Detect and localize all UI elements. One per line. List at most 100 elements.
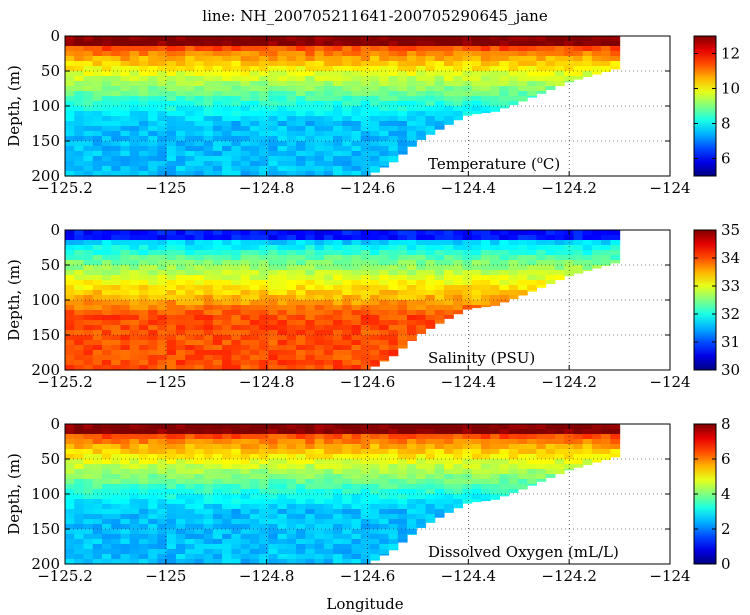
heatmap-cell	[148, 429, 159, 435]
heatmap-cell	[92, 544, 103, 550]
heatmap-cell	[194, 365, 205, 371]
heatmap-cell	[462, 459, 473, 465]
heatmap-cell	[333, 136, 343, 142]
heatmap-cell	[370, 265, 380, 271]
heatmap-cell	[286, 494, 297, 500]
heatmap-cell	[277, 71, 288, 77]
heatmap-cell	[379, 51, 390, 57]
heatmap-cell	[277, 340, 288, 346]
heatmap-cell	[185, 489, 195, 495]
heatmap-cell	[453, 230, 464, 236]
heatmap-cell	[591, 439, 602, 445]
heatmap-cell	[545, 240, 556, 246]
heatmap-cell	[286, 345, 297, 351]
heatmap-cell	[138, 479, 149, 485]
heatmap-cell	[148, 245, 159, 251]
heatmap-cell	[323, 240, 334, 246]
heatmap-cell	[259, 295, 269, 301]
heatmap-cell	[194, 101, 205, 107]
heatmap-cell	[296, 76, 306, 82]
heatmap-cell	[231, 106, 242, 112]
heatmap-cell	[83, 260, 94, 266]
heatmap-cell	[111, 355, 122, 361]
heatmap-cell	[379, 275, 390, 281]
heatmap-cell	[185, 91, 195, 97]
heatmap-cell	[286, 330, 297, 336]
heatmap-cell	[185, 504, 195, 510]
heatmap-cell	[453, 76, 464, 82]
x-tick-label: −124.2	[541, 373, 597, 391]
heatmap-cell	[286, 350, 297, 356]
heatmap-cell	[397, 86, 408, 92]
heatmap-cell	[157, 51, 168, 57]
heatmap-cell	[471, 444, 482, 450]
heatmap-cell	[259, 300, 269, 306]
heatmap-cell	[573, 76, 584, 80]
heatmap-cell	[360, 146, 371, 152]
heatmap-cell	[240, 76, 251, 82]
heatmap-cell	[286, 61, 297, 67]
heatmap-cell	[434, 61, 445, 67]
heatmap-cell	[490, 479, 501, 485]
heatmap-cell	[323, 365, 334, 371]
heatmap-cell	[314, 494, 325, 500]
heatmap-cell	[129, 91, 140, 97]
heatmap-cell	[351, 116, 362, 122]
heatmap-cell	[138, 514, 149, 520]
heatmap-cell	[277, 325, 288, 331]
heatmap-cell	[277, 474, 288, 480]
heatmap-cell	[406, 126, 417, 132]
heatmap-cell	[65, 235, 75, 241]
heatmap-cell	[175, 275, 186, 281]
heatmap-cell	[425, 46, 436, 52]
heatmap-cell	[138, 290, 149, 296]
heatmap-cell	[536, 46, 547, 52]
heatmap-cell	[240, 61, 251, 67]
heatmap-cell	[490, 290, 501, 296]
heatmap-cell	[138, 340, 149, 346]
colorbar-tick-label: 35	[721, 221, 740, 239]
heatmap-cell	[157, 295, 168, 301]
heatmap-cell	[379, 554, 390, 556]
heatmap-cell	[379, 111, 390, 117]
heatmap-cell	[360, 166, 371, 172]
heatmap-cell	[397, 41, 408, 47]
heatmap-cell	[268, 81, 279, 87]
heatmap-cell	[74, 280, 85, 286]
heatmap-cell	[351, 136, 362, 142]
heatmap-cell	[111, 111, 122, 117]
heatmap-cell	[342, 270, 353, 276]
heatmap-cell	[406, 449, 417, 455]
heatmap-cell	[74, 86, 85, 92]
heatmap-cell	[101, 81, 112, 87]
heatmap-cell	[231, 71, 242, 77]
heatmap-cell	[111, 489, 122, 495]
heatmap-cell	[249, 444, 260, 450]
heatmap-cell	[462, 250, 473, 256]
heatmap-cell	[406, 514, 417, 520]
heatmap-cell	[240, 141, 251, 147]
heatmap-cell	[74, 101, 85, 107]
heatmap-cell	[296, 111, 306, 117]
heatmap-cell	[370, 315, 380, 321]
heatmap-cell	[212, 81, 223, 87]
heatmap-cell	[434, 454, 445, 460]
heatmap-cell	[138, 166, 149, 172]
heatmap-cell	[416, 524, 427, 528]
heatmap-cell	[240, 484, 251, 490]
heatmap-cell	[259, 250, 269, 256]
colorbar-tick-label: 30	[721, 361, 740, 379]
heatmap-cell	[342, 280, 353, 286]
heatmap-cell	[453, 56, 464, 62]
heatmap-cell	[536, 265, 547, 271]
heatmap-cell	[222, 156, 232, 162]
heatmap-cell	[351, 36, 362, 42]
heatmap-cell	[212, 41, 223, 47]
heatmap-cell	[74, 166, 85, 172]
heatmap-cell	[166, 76, 177, 82]
heatmap-cell	[101, 330, 112, 336]
heatmap-cell	[416, 111, 427, 117]
heatmap-cell	[314, 255, 325, 261]
heatmap-cell	[185, 166, 195, 172]
heatmap-cell	[203, 86, 214, 92]
